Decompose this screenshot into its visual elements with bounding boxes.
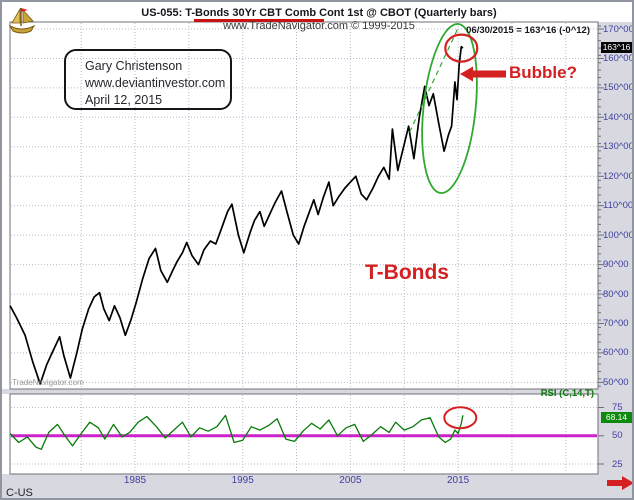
note-date: April 12, 2015	[85, 93, 163, 107]
site-copyright-line: www.TradeNavigator.com © 1999-2015	[223, 20, 415, 32]
price-axis-label: 160^00	[603, 52, 634, 64]
last-price-badge: 163^16	[601, 42, 632, 53]
title-red-underline	[194, 19, 324, 22]
author-note-box: Gary Christenson www.deviantinvestor.com…	[64, 49, 232, 110]
price-axis-label: 150^00	[603, 82, 634, 94]
bottom-axis-strip	[2, 474, 632, 498]
price-axis-label: 100^00	[603, 229, 634, 241]
price-axis-label: 60^00	[603, 347, 629, 359]
author-name: Gary Christenson	[85, 59, 183, 73]
price-axis-label: 50^00	[603, 376, 629, 388]
price-axis-label: 110^00	[603, 200, 634, 212]
bubble-ellipse	[421, 23, 478, 194]
panel-divider	[2, 389, 632, 394]
trendline-dashed	[409, 28, 459, 133]
rsi-panel	[9, 393, 599, 475]
bubble-annotation-label: Bubble?	[509, 63, 577, 82]
rsi-axis-label: 50	[612, 430, 623, 442]
x-axis-year-label: 2005	[339, 475, 362, 486]
series-name-label: T-Bonds	[365, 261, 449, 284]
rsi-axis-label: 25	[612, 458, 623, 470]
rsi-line	[9, 414, 464, 450]
bubble-arrow	[460, 66, 506, 82]
price-axis-label: 140^00	[603, 111, 634, 123]
trade-navigator-logo-icon	[8, 7, 36, 34]
rsi-axis-label: 75	[612, 402, 623, 413]
rsi-indicator-label: RSI (C,14,T)	[540, 388, 594, 399]
price-spike-circle	[444, 33, 479, 63]
price-axis-label: 80^00	[603, 288, 629, 300]
price-axis-label: 120^00	[603, 170, 634, 182]
bottom-right-arrow	[607, 476, 632, 490]
x-axis-year-label: 2015	[446, 475, 470, 486]
price-axis-label: 170^00	[603, 23, 634, 35]
tradenavigator-watermark: TradeNavigator.com	[12, 378, 84, 387]
last-quote-readout: 06/30/2015 = 163^16 (-0^12)	[466, 25, 590, 36]
x-axis-year-label: 1995	[231, 475, 254, 486]
price-axis-column	[598, 22, 632, 474]
author-website: www.deviantinvestor.com	[85, 76, 226, 90]
rsi-spike-circle	[443, 406, 478, 430]
price-line	[9, 45, 464, 385]
symbol-tab-label: C-US	[6, 487, 33, 499]
price-axis-label: 90^00	[603, 259, 629, 271]
rsi-value-badge: 68.14	[601, 412, 632, 423]
chart-title: US-055: T-Bonds 30Yr CBT Comb Cont 1st @…	[141, 7, 497, 19]
price-axis-label: 70^00	[603, 318, 629, 329]
x-axis-year-label: 1985	[123, 475, 147, 486]
price-axis-label: 130^00	[603, 141, 634, 153]
